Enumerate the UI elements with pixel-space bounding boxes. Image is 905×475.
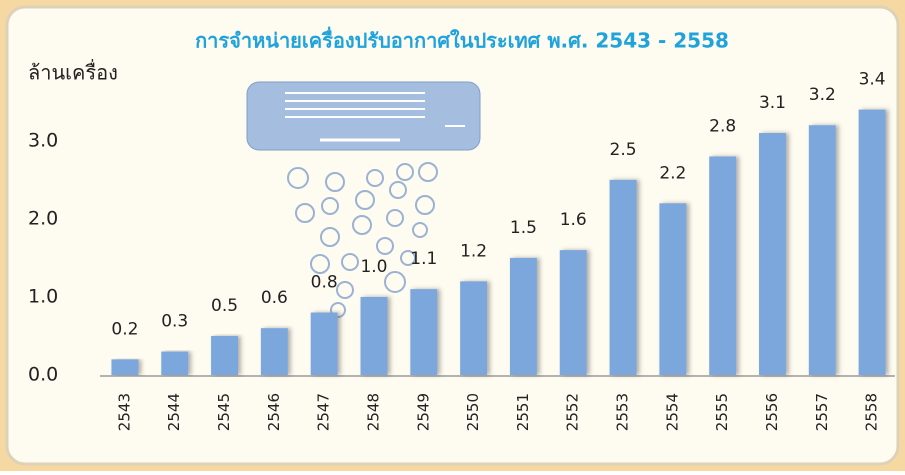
x-tick-label: 2550 <box>464 393 482 431</box>
y-axis-label: ล้านเครื่อง <box>28 59 118 85</box>
x-tick-label: 2548 <box>364 393 382 431</box>
y-tick-label: 2.0 <box>28 207 58 229</box>
x-tick-label: 2547 <box>315 393 333 431</box>
bar <box>659 203 686 375</box>
value-label: 1.6 <box>560 210 587 230</box>
bar <box>610 180 637 375</box>
value-label: 0.6 <box>261 288 288 308</box>
value-label: 3.4 <box>859 70 886 90</box>
value-label: 0.5 <box>211 296 238 316</box>
bar <box>510 258 537 375</box>
value-label: 1.1 <box>410 249 437 269</box>
chart: การจำหน่ายเครื่องปรับอากาศในประเทศ พ.ศ. … <box>0 0 905 471</box>
x-tick-label: 2557 <box>813 393 831 431</box>
x-tick-label: 2553 <box>614 393 632 431</box>
bar <box>460 281 487 375</box>
x-tick-label: 2552 <box>564 393 582 431</box>
value-label: 0.3 <box>161 312 188 332</box>
x-tick-label: 2555 <box>713 393 731 431</box>
value-label: 1.0 <box>360 257 387 277</box>
value-label: 2.8 <box>709 116 736 136</box>
value-label: 0.8 <box>311 273 338 293</box>
x-tick-label: 2556 <box>763 393 781 431</box>
value-label: 3.1 <box>759 93 786 113</box>
bar <box>161 352 188 375</box>
value-label: 2.5 <box>610 140 637 160</box>
x-tick-label: 2554 <box>663 393 681 431</box>
value-label: 1.5 <box>510 218 537 238</box>
x-tick-label: 2545 <box>215 393 233 431</box>
bar <box>709 156 736 375</box>
bar <box>361 297 388 375</box>
chart-title: การจำหน่ายเครื่องปรับอากาศในประเทศ พ.ศ. … <box>195 26 729 53</box>
air-conditioner <box>247 82 480 150</box>
bar <box>809 125 836 375</box>
value-label: 2.2 <box>659 163 686 183</box>
y-tick-label: 1.0 <box>28 285 58 307</box>
bar <box>311 313 338 375</box>
bar <box>560 250 587 375</box>
y-tick-label: 0.0 <box>28 364 58 386</box>
bar <box>261 328 288 375</box>
value-label: 1.2 <box>460 241 487 261</box>
x-tick-label: 2546 <box>265 393 283 431</box>
bar <box>211 336 238 375</box>
x-tick-label: 2551 <box>514 393 532 431</box>
value-label: 3.2 <box>809 85 836 105</box>
bar <box>111 359 138 375</box>
x-tick-label: 2543 <box>115 393 133 431</box>
bar <box>759 133 786 375</box>
y-tick-label: 3.0 <box>28 129 58 151</box>
bar <box>859 110 886 375</box>
x-tick-label: 2549 <box>414 393 432 431</box>
x-tick-label: 2558 <box>863 393 881 431</box>
value-label: 0.2 <box>111 319 138 339</box>
x-tick-label: 2544 <box>165 393 183 431</box>
bar <box>410 289 437 375</box>
